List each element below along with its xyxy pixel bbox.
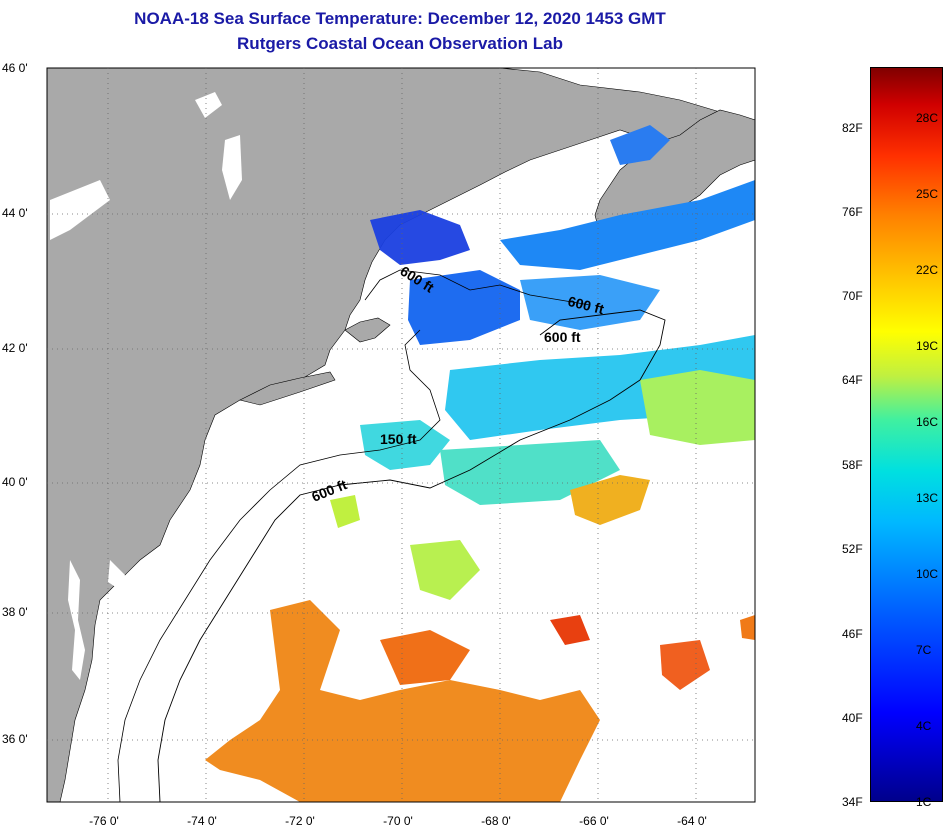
colorbar-f-label: 82F (842, 121, 863, 135)
temperature-colorbar (870, 67, 943, 802)
chesapeake-bay (68, 560, 85, 680)
map-subtitle: Rutgers Coastal Ocean Observation Lab (237, 34, 563, 53)
inland-lake (222, 135, 242, 200)
colorbar-c-label: 4C (916, 719, 932, 733)
sst-patch-warm (205, 600, 600, 802)
sst-patch-warm (570, 475, 650, 525)
contour-label: 150 ft (380, 431, 417, 447)
colorbar-f-label: 40F (842, 711, 863, 725)
land-cape-cod (344, 317, 391, 343)
colorbar-c-label: 22C (916, 263, 939, 277)
colorbar-c-label: 25C (916, 187, 939, 201)
colorbar-f-label: 34F (842, 795, 863, 809)
sst-patch-mid (640, 370, 755, 445)
depth-contour-600ft (157, 309, 666, 802)
contour-label: 600 ft (544, 329, 581, 345)
colorbar-c-label: 13C (916, 491, 939, 505)
lon-label: -66 0' (579, 814, 609, 828)
graticule (47, 68, 755, 802)
lon-label: -70 0' (383, 814, 413, 828)
sst-patch-warm (380, 630, 470, 685)
lat-label: 40 0' (2, 475, 28, 489)
colorbar-f-label: 70F (842, 289, 863, 303)
lon-label: -74 0' (187, 814, 217, 828)
colorbar-f-label: 64F (842, 373, 863, 387)
sst-patch-cold (500, 180, 755, 270)
lat-label: 46 0' (2, 61, 28, 75)
colorbar-f-label: 52F (842, 542, 863, 556)
land-long-island (239, 371, 336, 406)
lat-label: 42 0' (2, 341, 28, 355)
inland-lake (195, 92, 222, 118)
colorbar-c-label: 19C (916, 339, 939, 353)
depth-contour-gulf (364, 269, 591, 306)
sst-patch-cold (408, 270, 520, 345)
sst-patch-mid (330, 495, 360, 528)
lon-label: -68 0' (481, 814, 511, 828)
colorbar-f-label: 46F (842, 627, 863, 641)
lat-label: 44 0' (2, 206, 28, 220)
inland-lake (50, 180, 110, 240)
lat-label: 36 0' (2, 732, 28, 746)
map-title: NOAA-18 Sea Surface Temperature: Decembe… (134, 9, 666, 28)
lon-label: -72 0' (285, 814, 315, 828)
colorbar-c-label: 10C (916, 567, 939, 581)
sst-patch-warm (550, 615, 590, 645)
map-frame (46, 67, 756, 803)
colorbar-c-label: 16C (916, 415, 939, 429)
sst-patch-warm (660, 640, 710, 690)
lat-label: 38 0' (2, 605, 28, 619)
sst-patch-mid (410, 540, 480, 600)
delaware-bay (108, 560, 125, 590)
colorbar-c-label: 28C (916, 111, 939, 125)
colorbar-c-label: 1C (916, 795, 932, 809)
colorbar-f-label: 58F (842, 458, 863, 472)
lon-label: -64 0' (677, 814, 707, 828)
colorbar-c-label: 7C (916, 643, 932, 657)
depth-contour-150ft (117, 329, 441, 802)
sst-patch-cold (610, 125, 670, 165)
sst-patch-cold (520, 275, 660, 330)
sst-patch-warm (740, 615, 755, 640)
lon-label: -76 0' (89, 814, 119, 828)
colorbar-f-label: 76F (842, 205, 863, 219)
sst-patch-cold (370, 210, 470, 265)
